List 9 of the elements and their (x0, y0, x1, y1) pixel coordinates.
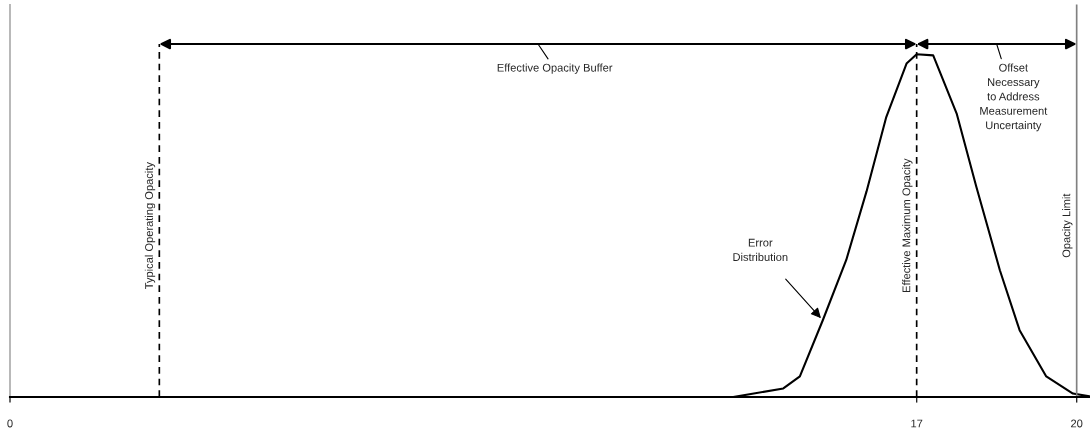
annotation: Offset Necessary to Address Measurement Uncertainty (980, 63, 1048, 132)
ref-line-label: Typical Operating Opacity (144, 162, 156, 290)
x-tick-label: 20 (1071, 419, 1083, 428)
x-tick-label: 17 (911, 419, 923, 428)
x-tick-label: 0 (7, 419, 13, 428)
ref-line-label: Effective Maximum Opacity (902, 158, 913, 292)
ref-line-label: Opacity Limit (1062, 193, 1073, 258)
annotation: Effective Opacity Buffer (497, 63, 613, 74)
annotation: Error Distribution (733, 238, 788, 261)
